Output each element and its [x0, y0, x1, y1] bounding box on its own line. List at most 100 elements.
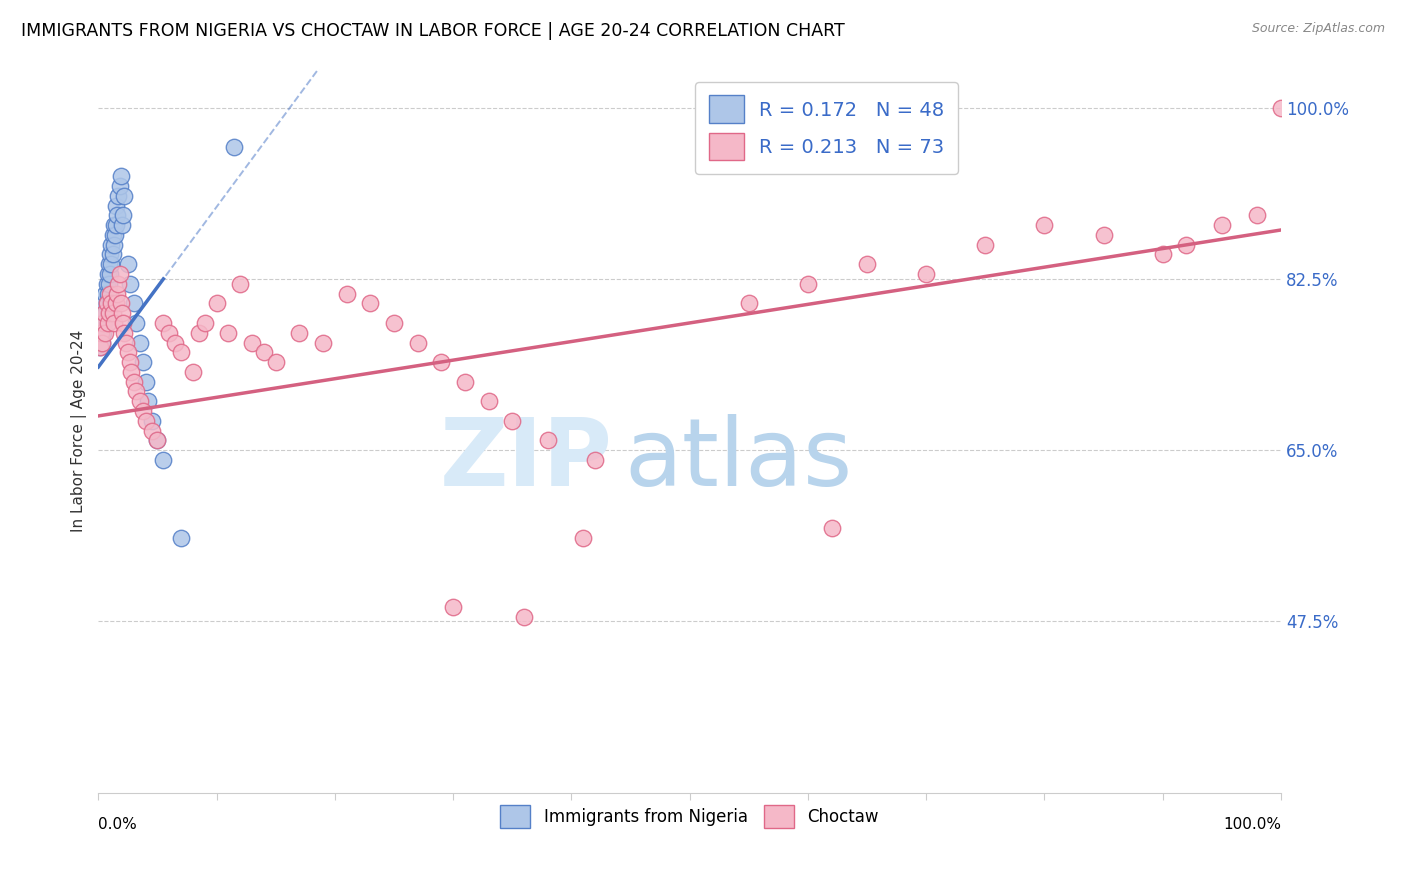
Point	[103, 237, 125, 252]
Point	[94, 326, 117, 340]
Point	[112, 316, 135, 330]
Point	[136, 394, 159, 409]
Point	[101, 247, 124, 261]
Point	[107, 277, 129, 291]
Point	[915, 267, 938, 281]
Point	[738, 296, 761, 310]
Point	[152, 316, 174, 330]
Point	[120, 277, 142, 291]
Text: atlas: atlas	[624, 414, 853, 506]
Point	[288, 326, 311, 340]
Point	[108, 267, 131, 281]
Point	[537, 434, 560, 448]
Point	[94, 306, 117, 320]
Point	[1175, 237, 1198, 252]
Point	[90, 326, 112, 340]
Point	[103, 316, 125, 330]
Point	[100, 237, 122, 252]
Point	[240, 335, 263, 350]
Point	[135, 375, 157, 389]
Point	[111, 218, 134, 232]
Point	[224, 140, 246, 154]
Point	[97, 286, 120, 301]
Point	[820, 521, 842, 535]
Point	[97, 316, 120, 330]
Point	[90, 335, 112, 350]
Point	[146, 434, 169, 448]
Point	[98, 257, 121, 271]
Point	[194, 316, 217, 330]
Point	[501, 414, 523, 428]
Point	[382, 316, 405, 330]
Point	[105, 218, 128, 232]
Point	[121, 365, 143, 379]
Point	[128, 394, 150, 409]
Point	[114, 335, 136, 350]
Point	[125, 384, 148, 399]
Point	[98, 277, 121, 291]
Point	[110, 169, 132, 183]
Point	[170, 531, 193, 545]
Point	[141, 424, 163, 438]
Point	[89, 340, 111, 354]
Point	[264, 355, 287, 369]
Point	[101, 306, 124, 320]
Text: 0.0%: 0.0%	[98, 817, 138, 832]
Legend: Immigrants from Nigeria, Choctaw: Immigrants from Nigeria, Choctaw	[494, 798, 886, 835]
Point	[229, 277, 252, 291]
Point	[572, 531, 595, 545]
Text: 100.0%: 100.0%	[1223, 817, 1281, 832]
Point	[117, 257, 139, 271]
Point	[430, 355, 453, 369]
Text: IMMIGRANTS FROM NIGERIA VS CHOCTAW IN LABOR FORCE | AGE 20-24 CORRELATION CHART: IMMIGRANTS FROM NIGERIA VS CHOCTAW IN LA…	[21, 22, 845, 40]
Point	[96, 296, 118, 310]
Point	[91, 306, 114, 320]
Point	[122, 375, 145, 389]
Point	[120, 355, 142, 369]
Point	[974, 237, 997, 252]
Y-axis label: In Labor Force | Age 20-24: In Labor Force | Age 20-24	[72, 329, 87, 532]
Point	[98, 267, 121, 281]
Point	[100, 257, 122, 271]
Point	[797, 277, 820, 291]
Point	[111, 306, 134, 320]
Point	[101, 227, 124, 242]
Point	[157, 326, 180, 340]
Point	[454, 375, 477, 389]
Point	[97, 267, 120, 281]
Point	[103, 218, 125, 232]
Point	[312, 335, 335, 350]
Point	[112, 326, 135, 340]
Point	[110, 296, 132, 310]
Point	[93, 316, 115, 330]
Point	[253, 345, 276, 359]
Point	[104, 227, 127, 242]
Point	[359, 296, 381, 310]
Point	[107, 188, 129, 202]
Point	[146, 434, 169, 448]
Point	[96, 277, 118, 291]
Point	[1270, 101, 1292, 115]
Point	[125, 316, 148, 330]
Point	[128, 335, 150, 350]
Point	[1092, 227, 1115, 242]
Point	[112, 188, 135, 202]
Point	[132, 404, 155, 418]
Point	[1211, 218, 1233, 232]
Point	[112, 208, 135, 222]
Point	[108, 178, 131, 193]
Point	[89, 340, 111, 354]
Point	[90, 331, 112, 345]
Point	[117, 345, 139, 359]
Point	[217, 326, 239, 340]
Point	[132, 355, 155, 369]
Point	[90, 326, 112, 340]
Point	[513, 609, 536, 624]
Point	[98, 247, 121, 261]
Text: ZIP: ZIP	[440, 414, 613, 506]
Point	[90, 316, 112, 330]
Point	[181, 365, 204, 379]
Point	[1033, 218, 1056, 232]
Point	[96, 296, 118, 310]
Point	[100, 296, 122, 310]
